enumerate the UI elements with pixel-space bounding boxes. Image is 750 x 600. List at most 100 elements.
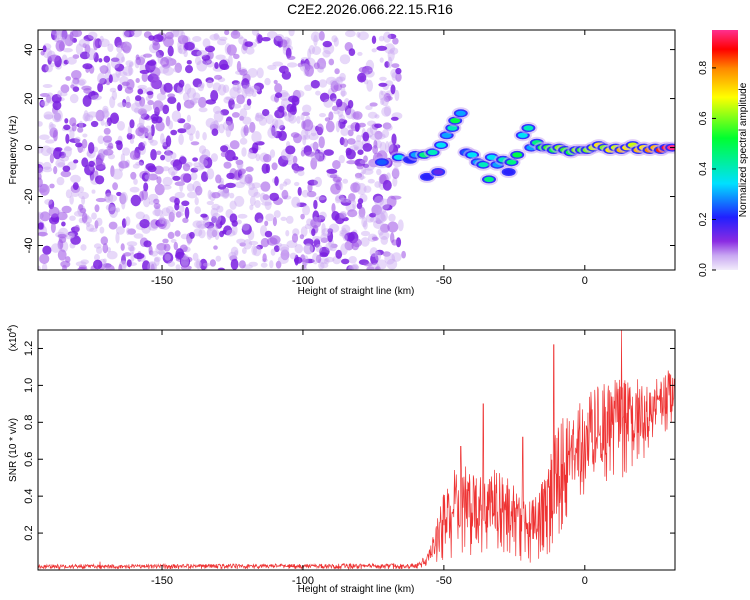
noise-blob [371,48,377,53]
snr-y-multiplier-base: (x10 [8,331,19,351]
noise-blob [126,79,135,90]
noise-blob [375,211,386,223]
noise-blob [59,155,70,162]
noise-blob [302,134,307,146]
noise-blob [164,253,171,261]
noise-blob [363,163,370,168]
noise-blob [341,119,348,125]
noise-blob [342,178,349,184]
noise-blob [120,192,126,201]
noise-blob [300,113,305,121]
noise-blob [103,149,114,156]
noise-blob [253,82,264,91]
noise-blob [172,175,181,181]
noise-blob [383,105,392,117]
noise-blob [245,46,255,55]
noise-blob [116,191,122,197]
noise-blob [331,203,336,213]
noise-blob [42,245,52,255]
noise-blob [229,213,238,223]
noise-blob [299,63,310,72]
noise-blob [127,125,132,136]
noise-blob [131,102,142,113]
noise-blob [150,124,155,137]
noise-blob [133,233,144,239]
x-tick-label: -150 [151,275,173,287]
noise-blob [251,131,262,143]
noise-blob [195,130,200,140]
noise-blob [128,64,133,76]
noise-blob [333,110,340,115]
noise-blob [385,124,393,131]
noise-blob [239,69,248,76]
noise-blob [304,134,311,140]
noise-blob [305,151,316,157]
noise-blob [315,254,322,264]
noise-blob [348,193,356,202]
noise-blob [363,220,368,230]
noise-blob [384,61,390,68]
noise-blob [172,159,183,171]
noise-blob [374,123,383,129]
noise-blob [41,263,48,270]
noise-blob [150,113,159,122]
noise-blob [362,131,370,142]
noise-blob [371,204,383,216]
noise-blob [141,172,149,182]
noise-blob [57,249,67,261]
signal-core [441,132,452,138]
noise-blob [257,218,264,224]
noise-blob [118,71,128,77]
noise-blob [265,213,275,222]
noise-blob [152,38,160,46]
noise-blob [220,151,228,158]
noise-blob [262,194,270,201]
noise-blob [110,56,121,69]
noise-blob [159,214,165,225]
noise-blob [108,221,118,230]
noise-blob [273,245,280,253]
noise-blob [177,34,189,45]
noise-blob [338,114,346,123]
spectrogram-y-ticks: -40 -20 0 20 40 [23,43,675,253]
noise-blob [374,130,383,140]
noise-blob [375,219,382,224]
noise-blob [252,245,262,257]
noise-blob [337,106,344,118]
noise-blob [226,44,237,56]
noise-blob [152,100,164,113]
noise-blob [386,195,397,208]
noise-blob [274,34,285,42]
noise-blob [257,34,263,44]
noise-blob [304,59,311,72]
y-tick-label: 0 [23,144,35,150]
noise-blob [147,100,154,106]
noise-blob [90,120,99,128]
noise-blob [162,238,169,244]
noise-blob [211,212,222,225]
noise-blob [192,78,202,88]
noise-blob [110,112,119,124]
noise-blob [273,79,278,85]
noise-blob [382,122,392,130]
noise-blob [296,202,307,208]
noise-blob [232,156,239,161]
noise-blob [41,64,49,73]
noise-blob [262,109,270,117]
noise-blob [81,212,88,224]
noise-blob [379,76,387,81]
noise-blob [241,223,252,235]
noise-blob [278,105,285,113]
noise-blob [345,147,352,156]
noise-blob [299,234,305,240]
noise-blob [329,244,337,252]
noise-blob [251,182,261,189]
noise-blob [236,159,243,170]
noise-blob [376,213,387,224]
noise-blob [162,184,172,190]
noise-blob [158,65,170,74]
noise-blob [329,79,340,86]
noise-blob [111,57,120,62]
noise-blob [137,108,147,116]
noise-blob [230,30,241,39]
